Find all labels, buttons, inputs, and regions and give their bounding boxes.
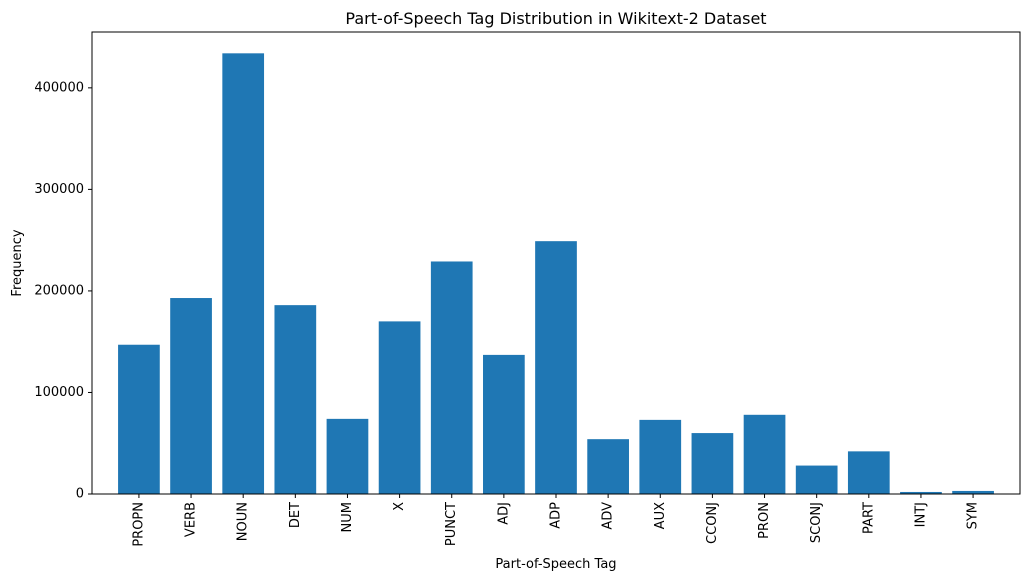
chart-title: Part-of-Speech Tag Distribution in Wikit… — [345, 9, 766, 28]
x-tick-label: PUNCT — [444, 502, 459, 546]
y-axis-label: Frequency — [10, 229, 25, 296]
bar-intj — [900, 491, 942, 494]
bar-aux — [639, 419, 682, 494]
x-tick-label: ADJ — [496, 502, 511, 525]
y-tick-label: 0 — [76, 487, 84, 502]
bar-noun — [222, 53, 265, 494]
bar-propn — [118, 344, 160, 494]
bar-pron — [743, 414, 786, 494]
x-tick-label: NOUN — [236, 502, 251, 541]
plot-frame — [91, 31, 1021, 495]
bar-adj — [483, 354, 525, 494]
x-tick-label: PROPN — [131, 502, 146, 547]
x-tick-label: PRON — [757, 502, 772, 539]
bar-part — [847, 451, 890, 494]
bar-sconj — [795, 465, 838, 494]
bar-sym — [952, 490, 994, 494]
y-tick-label: 400000 — [34, 80, 84, 95]
bar-cconj — [691, 433, 734, 494]
x-tick-label: CCONJ — [705, 502, 720, 544]
x-tick-label: SCONJ — [809, 502, 824, 543]
x-tick-label: X — [392, 502, 407, 511]
x-tick-label: DET — [288, 502, 303, 528]
x-tick-label: ADP — [549, 502, 564, 529]
bar-det — [274, 305, 317, 494]
x-tick-label: AUX — [653, 502, 668, 529]
x-axis-ticks: PROPN VERB NOUN DET NUM X PUNCT ADJ ADP ADV AUX CCO… — [131, 494, 981, 547]
bar-verb — [170, 298, 212, 494]
y-tick-label: 300000 — [34, 182, 84, 197]
x-tick-label: NUM — [340, 502, 355, 532]
x-tick-label: VERB — [184, 502, 199, 537]
x-tick-label: SYM — [966, 502, 981, 529]
bar-adv — [587, 439, 629, 494]
x-tick-label: ADV — [601, 502, 616, 530]
bars-group — [118, 53, 994, 494]
bar-x — [378, 321, 421, 494]
x-tick-label: PART — [861, 502, 876, 534]
x-tick-label: INTJ — [913, 502, 928, 527]
y-tick-label: 100000 — [34, 385, 84, 400]
bar-adp — [535, 241, 577, 494]
y-axis-ticks: 0 100000 200000 300000 400000 — [34, 80, 92, 502]
y-tick-label: 200000 — [34, 283, 84, 298]
bar-punct — [430, 261, 473, 494]
x-axis-label: Part-of-Speech Tag — [495, 557, 616, 572]
bar-num — [326, 418, 369, 494]
